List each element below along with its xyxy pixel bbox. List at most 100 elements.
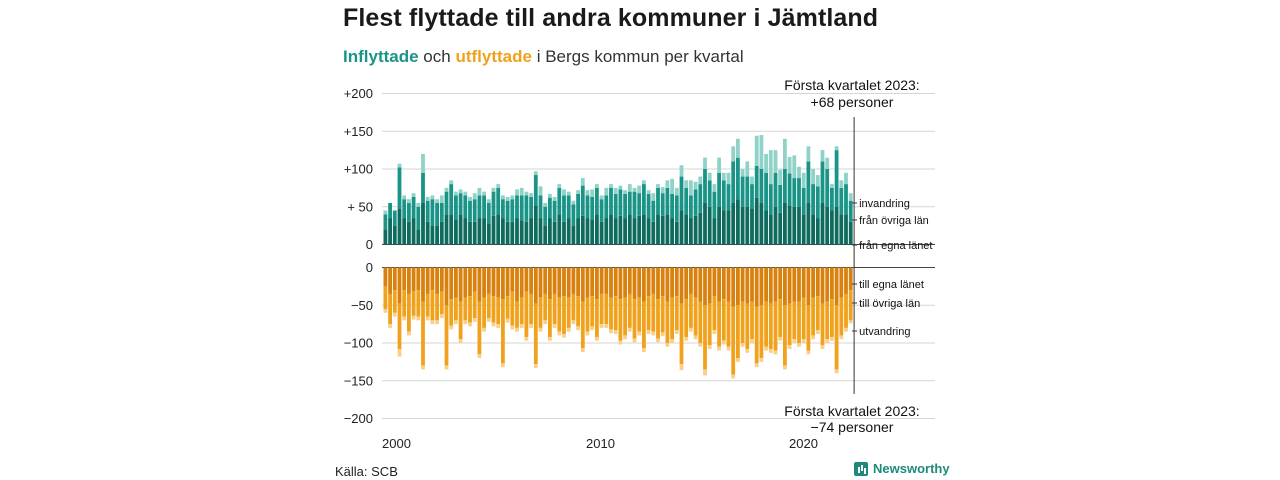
bar-outflow-ovriga [745, 303, 750, 350]
bar-inflow-invandring [618, 185, 623, 190]
bar-inflow-invandring [632, 187, 637, 192]
bar-inflow-ovriga [834, 150, 839, 207]
bar-inflow-ovriga [435, 202, 439, 226]
bar-inflow-invandring [613, 187, 618, 194]
bar-outflow-ovriga [707, 303, 712, 346]
bar-outflow-egna [721, 267, 726, 300]
bar-outflow-utvandring [797, 343, 801, 347]
bar-inflow-egna [618, 215, 623, 245]
bar-inflow-egna [839, 214, 844, 245]
subtitle-inflow-word: Inflyttade [343, 47, 419, 66]
bar-outflow-egna [477, 267, 482, 302]
bar-outflow-utvandring [778, 336, 783, 341]
bar-outflow-ovriga [411, 291, 416, 316]
bar-inflow-invandring [736, 138, 740, 158]
bar-inflow-egna [698, 212, 703, 245]
bar-inflow-egna [745, 206, 750, 245]
bar-inflow-egna [407, 221, 411, 245]
bar-outflow-egna [773, 267, 778, 302]
bar-outflow-utvandring [745, 349, 750, 353]
bar-outflow-ovriga [759, 305, 764, 359]
bar-inflow-ovriga [529, 196, 533, 219]
bar-outflow-egna [538, 267, 543, 298]
bar-outflow-utvandring [651, 331, 656, 336]
bar-outflow-egna [501, 267, 505, 300]
x-tick-label: 2010 [586, 436, 615, 451]
bar-inflow-invandring [599, 195, 604, 200]
bar-outflow-utvandring [416, 316, 421, 321]
bar-inflow-invandring [651, 193, 656, 201]
bar-inflow-ovriga [797, 178, 801, 207]
bar-outflow-egna [519, 267, 524, 298]
bar-inflow-egna [679, 210, 684, 245]
bar-inflow-ovriga [707, 180, 712, 207]
bar-outflow-utvandring [637, 331, 642, 336]
bar-outflow-utvandring [491, 322, 496, 327]
bar-outflow-ovriga [811, 297, 815, 336]
bar-outflow-ovriga [552, 293, 557, 325]
bar-outflow-ovriga [717, 301, 721, 347]
bar-inflow-invandring [402, 195, 407, 200]
bar-outflow-utvandring [609, 329, 613, 334]
bar-inflow-invandring [773, 150, 778, 173]
bar-outflow-ovriga [609, 297, 613, 330]
newsworthy-logo-text: Newsworthy [873, 461, 950, 476]
bar-inflow-egna [463, 218, 468, 245]
chart-subtitle: Inflyttade och utflyttade i Bergs kommun… [343, 47, 744, 67]
bar-outflow-utvandring [703, 369, 707, 376]
bar-inflow-ovriga [627, 191, 632, 215]
bar-outflow-ovriga [463, 297, 468, 321]
bar-outflow-egna [674, 267, 679, 297]
bar-outflow-ovriga [444, 305, 449, 366]
annotation-bottom-line1: Första kvartalet 2023: [784, 403, 919, 419]
bar-inflow-invandring [548, 193, 552, 198]
bar-inflow-invandring [656, 184, 660, 188]
bar-inflow-ovriga [773, 172, 778, 207]
bar-inflow-egna [637, 215, 642, 245]
bar-inflow-ovriga [811, 184, 815, 215]
bar-outflow-utvandring [562, 333, 566, 338]
bar-inflow-egna [768, 214, 773, 245]
bar-outflow-egna [524, 267, 529, 292]
bar-outflow-utvandring [435, 320, 439, 325]
bar-inflow-invandring [458, 189, 463, 194]
bar-inflow-egna [524, 221, 529, 245]
bar-outflow-utvandring [848, 320, 853, 324]
bar-outflow-ovriga [519, 297, 524, 325]
bar-inflow-invandring [435, 199, 439, 203]
bar-inflow-ovriga [679, 176, 684, 211]
bar-inflow-invandring [407, 199, 411, 203]
bar-outflow-ovriga [764, 301, 768, 347]
bar-outflow-utvandring [585, 331, 590, 336]
bar-inflow-ovriga [656, 187, 660, 215]
bar-inflow-egna [764, 210, 768, 245]
bar-outflow-utvandring [656, 338, 660, 343]
bar-outflow-utvandring [707, 345, 712, 350]
bar-inflow-egna [712, 218, 717, 245]
bar-inflow-ovriga [562, 195, 566, 222]
bar-outflow-ovriga [750, 301, 754, 340]
bar-outflow-egna [439, 267, 444, 292]
bar-outflow-utvandring [388, 324, 392, 328]
series-label-inflow: från egna länet [859, 240, 932, 252]
bar-outflow-egna [458, 267, 463, 302]
bar-inflow-egna [623, 218, 627, 245]
bar-inflow-ovriga [411, 196, 416, 219]
bar-outflow-utvandring [425, 316, 430, 321]
bar-outflow-egna [510, 267, 515, 292]
bar-inflow-egna [703, 202, 707, 245]
newsworthy-logo: Newsworthy [854, 461, 950, 476]
bar-outflow-egna [392, 267, 397, 291]
bar-outflow-egna [421, 267, 425, 302]
bar-outflow-utvandring [571, 320, 576, 325]
bar-inflow-invandring [839, 180, 844, 188]
bar-inflow-ovriga [524, 195, 529, 222]
bar-outflow-ovriga [797, 301, 801, 343]
bar-outflow-ovriga [839, 297, 844, 336]
bar-inflow-egna [684, 214, 689, 245]
bar-inflow-egna [562, 221, 566, 245]
bar-inflow-invandring [712, 184, 717, 192]
bar-inflow-ovriga [844, 184, 848, 215]
bar-inflow-invandring [468, 196, 472, 201]
bar-inflow-ovriga [557, 187, 562, 215]
